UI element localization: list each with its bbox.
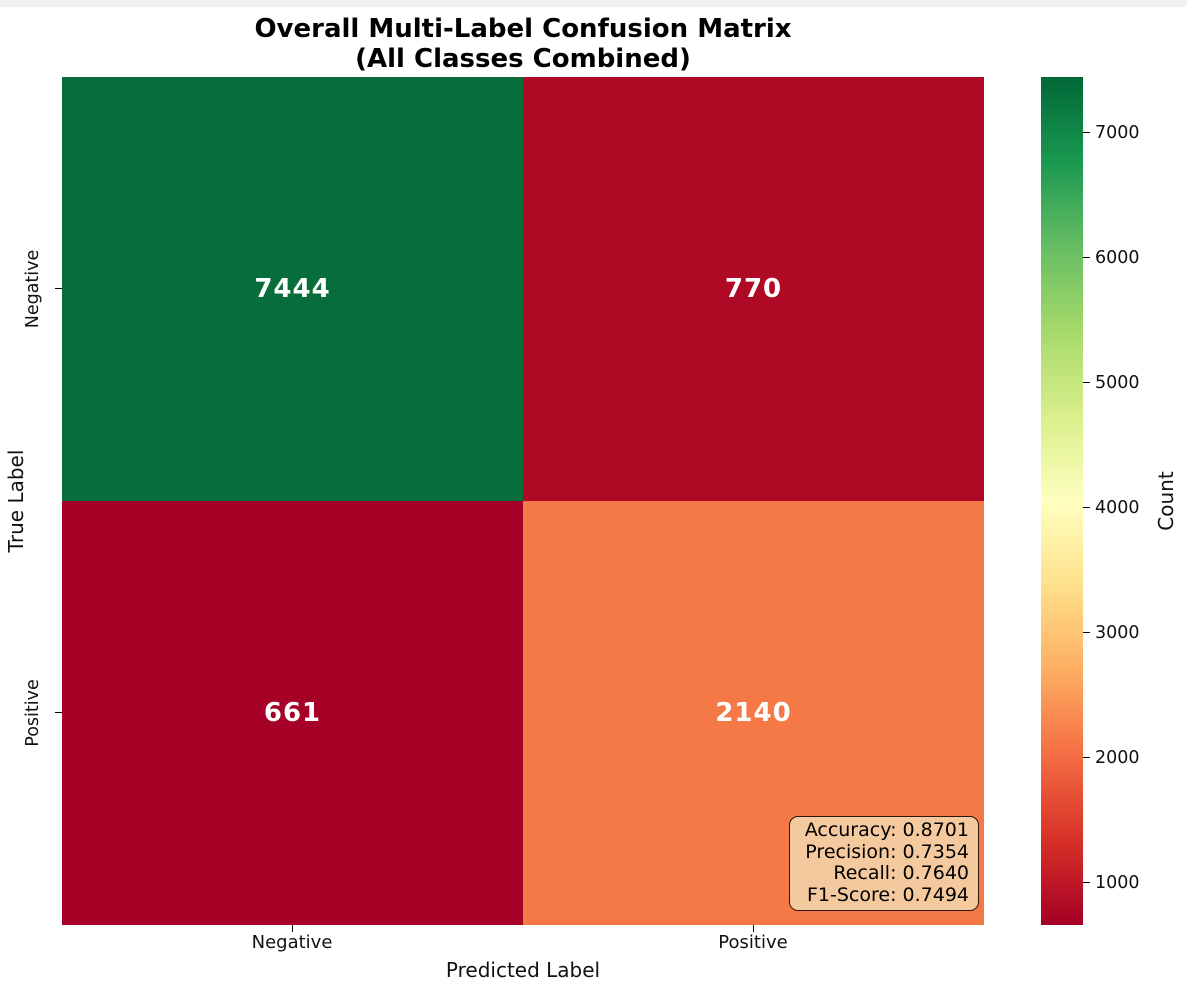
colorbar-tick-label: 6000 (1095, 247, 1140, 268)
colorbar-label: Count (1154, 471, 1178, 531)
x-tick-label-positive: Positive (718, 932, 788, 953)
colorbar (1041, 77, 1083, 925)
colorbar-tick-mark (1083, 631, 1090, 634)
y-tick-label-negative: Negative (23, 249, 43, 329)
y-tick-label-positive: Positive (23, 679, 43, 747)
colorbar-tick: 1000 (1083, 873, 1140, 893)
colorbar-tick: 7000 (1083, 123, 1140, 143)
colorbar-tick-label: 4000 (1095, 497, 1140, 518)
chart-title-line2: (All Classes Combined) (355, 44, 691, 74)
chart-title-line1: Overall Multi-Label Confusion Matrix (254, 14, 792, 44)
x-tick-mark (753, 925, 755, 932)
y-axis-label: True Label (4, 449, 28, 553)
chart-title: Overall Multi-Label Confusion Matrix (Al… (62, 14, 984, 74)
cell-value-false-positive: 770 (724, 274, 783, 304)
colorbar-tick-mark (1083, 381, 1090, 384)
colorbar-tick: 2000 (1083, 748, 1140, 768)
x-tick-mark (292, 925, 294, 932)
metric-f1-score: F1-Score: 0.7494 (806, 883, 969, 906)
metric-precision: Precision: 0.7354 (805, 840, 969, 863)
cell-value-true-negative: 7444 (254, 274, 331, 304)
cell-value-false-negative: 661 (263, 698, 322, 728)
colorbar-tick: 3000 (1083, 623, 1140, 643)
y-tick-mark (55, 288, 62, 290)
colorbar-tick: 5000 (1083, 373, 1140, 393)
metric-accuracy: Accuracy: 0.8701 (804, 819, 969, 841)
colorbar-tick-mark (1083, 256, 1090, 259)
colorbar-tick-mark (1083, 506, 1090, 509)
x-axis-label: Predicted Label (445, 958, 601, 982)
heatmap: 7444 770 661 2140 (62, 77, 984, 925)
colorbar-tick: 6000 (1083, 248, 1140, 268)
colorbar-tick: 4000 (1083, 498, 1140, 518)
colorbar-tick-label: 5000 (1095, 372, 1140, 393)
colorbar-tick-mark (1083, 756, 1090, 759)
window-top-strip (0, 0, 1187, 7)
cell-false-positive: 770 (523, 77, 984, 501)
colorbar-tick-mark (1083, 131, 1090, 134)
cell-false-negative: 661 (62, 501, 523, 925)
cell-true-negative: 7444 (62, 77, 523, 501)
y-tick-mark (55, 712, 62, 714)
x-tick-label-negative: Negative (251, 932, 333, 953)
cell-true-positive: 2140 (523, 501, 984, 925)
colorbar-tick-label: 3000 (1095, 622, 1140, 643)
metric-recall: Recall: 0.7640 (833, 862, 969, 884)
colorbar-tick-label: 2000 (1095, 747, 1140, 768)
colorbar-tick-mark (1083, 881, 1090, 884)
metrics-box: Accuracy: 0.8701 Precision: 0.7354 Recal… (789, 816, 979, 911)
colorbar-tick-label: 7000 (1095, 122, 1140, 143)
colorbar-tick-label: 1000 (1095, 872, 1140, 893)
cell-value-true-positive: 2140 (715, 698, 792, 728)
